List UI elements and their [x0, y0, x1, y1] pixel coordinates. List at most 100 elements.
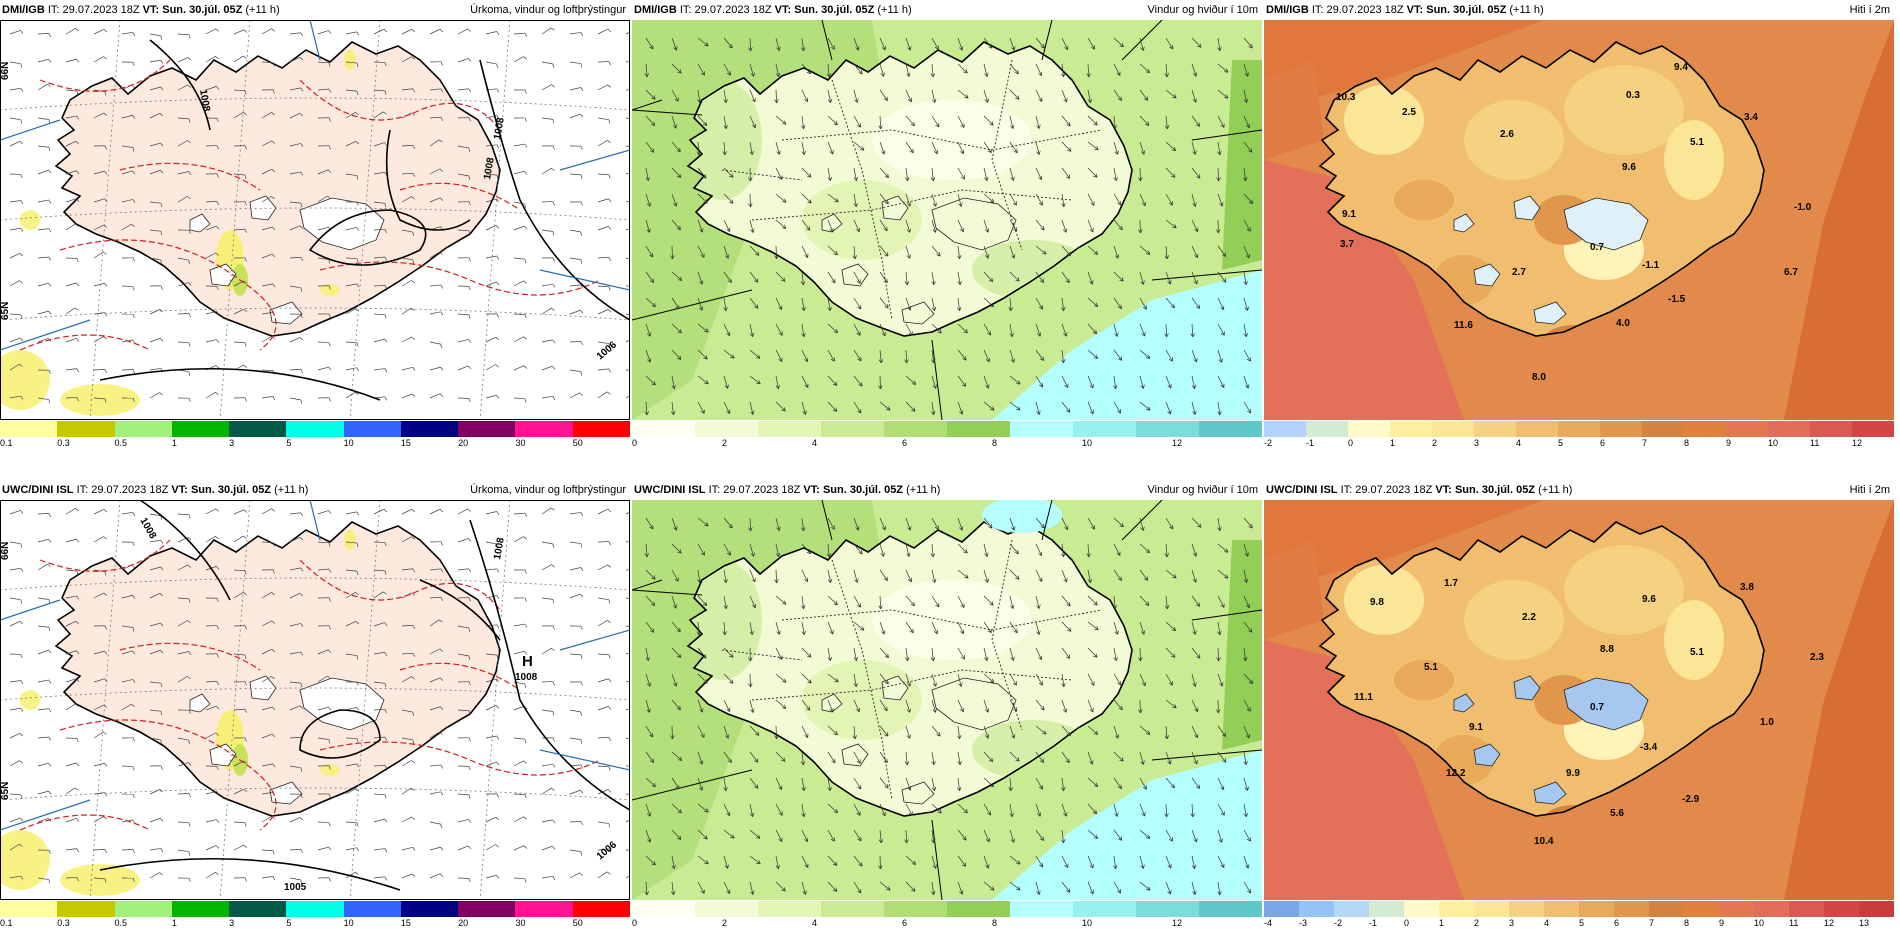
sea-band	[1264, 640, 1464, 900]
scale-tick-label: 1	[1390, 438, 1396, 448]
vt-label: VT:	[1435, 484, 1452, 496]
scale-tick-label: 4	[812, 438, 818, 448]
terrain-blob	[1464, 100, 1564, 180]
isobar-label: 1008	[492, 116, 507, 140]
scale-tick-label: 12	[1172, 438, 1183, 448]
scale-tick-label: 3	[229, 918, 235, 928]
color-scale: 0 2 4 6 8 10 12	[632, 421, 1262, 449]
vt-value: Sun. 30.júl. 05Z	[190, 484, 272, 496]
scale-swatch	[1516, 421, 1558, 437]
scale-swatch	[1306, 421, 1348, 437]
it-label: IT:	[679, 4, 692, 16]
temperature-label: 1.0	[1760, 717, 1774, 728]
glacier	[931, 677, 1017, 731]
it-value: 29.07.2023 18Z	[1326, 4, 1404, 16]
vt-label: VT:	[142, 4, 160, 16]
scale-swatch	[1264, 421, 1306, 437]
island-land	[56, 522, 500, 816]
lead-time: (+11 h)	[877, 4, 912, 16]
it-value: 29.07.2023 18Z	[723, 484, 801, 496]
glacier	[881, 675, 909, 701]
sea-band	[992, 750, 1262, 900]
lat-lon-grid	[0, 20, 630, 420]
scale-swatch	[1544, 901, 1579, 917]
scale-tick-label: -3	[1299, 918, 1308, 928]
scale-tick-label: 10	[343, 438, 354, 448]
scale-swatch	[1684, 421, 1726, 437]
high-pressure-letter: H	[522, 653, 533, 670]
vt-label: VT:	[1406, 4, 1424, 16]
sea-band	[1264, 60, 1324, 160]
scale-swatch	[695, 901, 758, 917]
scale-swatch	[884, 901, 947, 917]
scale-tick-label: 8	[1684, 438, 1690, 448]
glacier	[1513, 195, 1541, 221]
temperature-label: 4.0	[1616, 318, 1630, 329]
panel-dmi-precip: DMI/IGB IT: 29.07.2023 18Z VT: Sun. 30.j…	[0, 0, 630, 450]
boundary-line	[559, 149, 630, 171]
scale-tick-label: 1	[171, 438, 177, 448]
sea-band	[1784, 500, 1894, 900]
scale-tick-label: 7	[1649, 918, 1655, 928]
scale-swatch	[286, 901, 344, 917]
it-label: IT:	[1340, 484, 1353, 496]
map-svg	[632, 20, 1262, 420]
scale-swatch	[1010, 901, 1073, 917]
panel-title: Vindur og hviður í 10m	[1147, 484, 1258, 496]
lat-label: 66N	[0, 542, 11, 560]
coastline	[1318, 521, 1765, 817]
scale-swatch	[821, 421, 884, 437]
vt-value: Sun. 30.júl. 05Z	[1426, 4, 1507, 16]
glacier	[269, 301, 303, 325]
scale-swatch	[1369, 901, 1404, 917]
scale-swatch	[1073, 421, 1136, 437]
map-svg	[632, 500, 1262, 900]
sea-band	[1264, 500, 1544, 600]
coastline	[1318, 41, 1765, 337]
temperature-label: 10.4	[1534, 836, 1554, 847]
scale-swatch	[0, 901, 58, 917]
sea-band	[992, 270, 1262, 420]
scale-tick-label: 4	[1516, 438, 1522, 448]
boundary-line	[559, 629, 630, 651]
boundary-line	[0, 799, 91, 831]
temperature-label: -1.5	[1668, 294, 1686, 305]
scale-swatch	[572, 901, 630, 917]
source-label: DMI/IGB	[634, 4, 677, 16]
scale-tick-label: 2	[722, 918, 728, 928]
scale-swatch	[458, 421, 516, 437]
scale-swatch	[1334, 901, 1369, 917]
sea-band	[1222, 60, 1262, 270]
scale-tick-label: 30	[515, 918, 526, 928]
lead-time: (+11 h)	[274, 484, 309, 496]
wind-arrows	[644, 37, 1254, 416]
scale-tick-label: 6	[902, 918, 908, 928]
glacier	[901, 781, 935, 805]
color-scale: 0.1 0.3 0.5 1 3 5 10 15 20 30 50	[0, 901, 630, 929]
map-svg: 10.3 2.5 2.6 0.3 9.4 3.4 5.1 9.6 -1.0 9.1 3.7 0.7 2.…	[1264, 20, 1894, 420]
scale-tick-label: 20	[458, 438, 469, 448]
boundary-line	[309, 500, 321, 541]
map-svg: 9.8 1.7 2.2 9.6 3.8 5.1 8.8 2.3 5.1 11.1 0.7 9.1 -3.…	[1264, 500, 1894, 900]
scale-tick-label: 5	[286, 438, 292, 448]
temperature-label: 8.0	[1532, 372, 1546, 383]
scale-tick-label: -2	[1334, 918, 1343, 928]
panel-title: Úrkoma, vindur og loftþrýstingur	[470, 484, 626, 496]
boundary-line	[539, 269, 630, 291]
sea-band	[1264, 540, 1324, 640]
scale-tick-label: 9	[1719, 918, 1725, 928]
scale-swatch	[1390, 421, 1432, 437]
scale-tick-label: 5	[1579, 918, 1585, 928]
it-value: 29.07.2023 18Z	[694, 4, 772, 16]
terrain-blob	[1394, 660, 1454, 700]
it-value: 29.07.2023 18Z	[62, 4, 140, 16]
glacier	[1453, 213, 1475, 233]
scale-tick-label: 5	[286, 918, 292, 928]
scale-tick-label: 0	[632, 918, 638, 928]
temperature-label: 3.4	[1744, 112, 1758, 123]
scale-tick-label: 8	[1684, 918, 1690, 928]
terrain-blob	[872, 100, 1032, 180]
scale-tick-label: 0.5	[114, 438, 128, 448]
color-scale: 0.1 0.3 0.5 1 3 5 10 15 20 30 50	[0, 421, 630, 449]
